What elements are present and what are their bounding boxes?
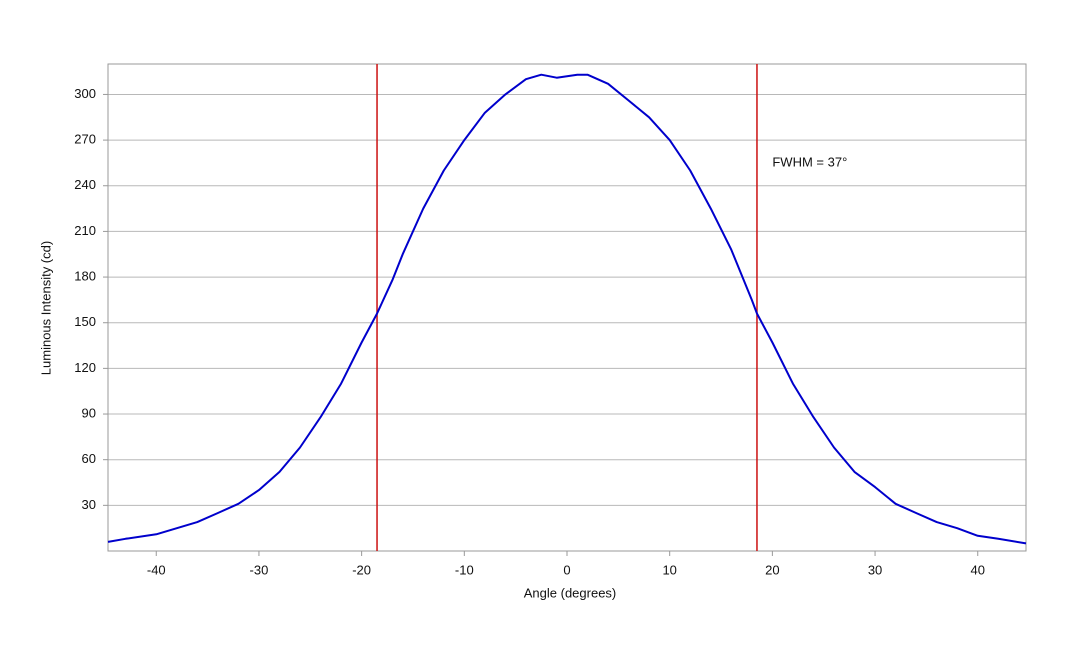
y-tick-label: 150 — [74, 314, 96, 329]
x-tick-label: -20 — [352, 562, 371, 577]
y-axis-title: Luminous Intensity (cd) — [38, 241, 53, 375]
data-line — [107, 73, 1027, 545]
annotation: FWHM = 37° — [772, 154, 847, 169]
x-tick-label: 20 — [765, 562, 779, 577]
x-tick-label: 40 — [971, 562, 985, 577]
plot-frame — [107, 63, 1027, 552]
x-axis-title: Angle (degrees) — [524, 585, 617, 600]
y-tick-label: 90 — [82, 405, 96, 420]
y-tick-label: 270 — [74, 132, 96, 147]
y-tick-label: 120 — [74, 360, 96, 375]
x-tick-label: 10 — [662, 562, 676, 577]
y-tick-label: 240 — [74, 177, 96, 192]
y-tick-label: 210 — [74, 223, 96, 238]
y-tick-label: 300 — [74, 86, 96, 101]
y-tick-label: 30 — [82, 497, 96, 512]
x-tick-label: 30 — [868, 562, 882, 577]
y-tick-label: 60 — [82, 451, 96, 466]
y-tick-label: 180 — [74, 269, 96, 284]
x-tick-label: -40 — [147, 562, 166, 577]
x-tick-label: -30 — [250, 562, 269, 577]
x-tick-label: -10 — [455, 562, 474, 577]
x-tick-label: 0 — [563, 562, 570, 577]
